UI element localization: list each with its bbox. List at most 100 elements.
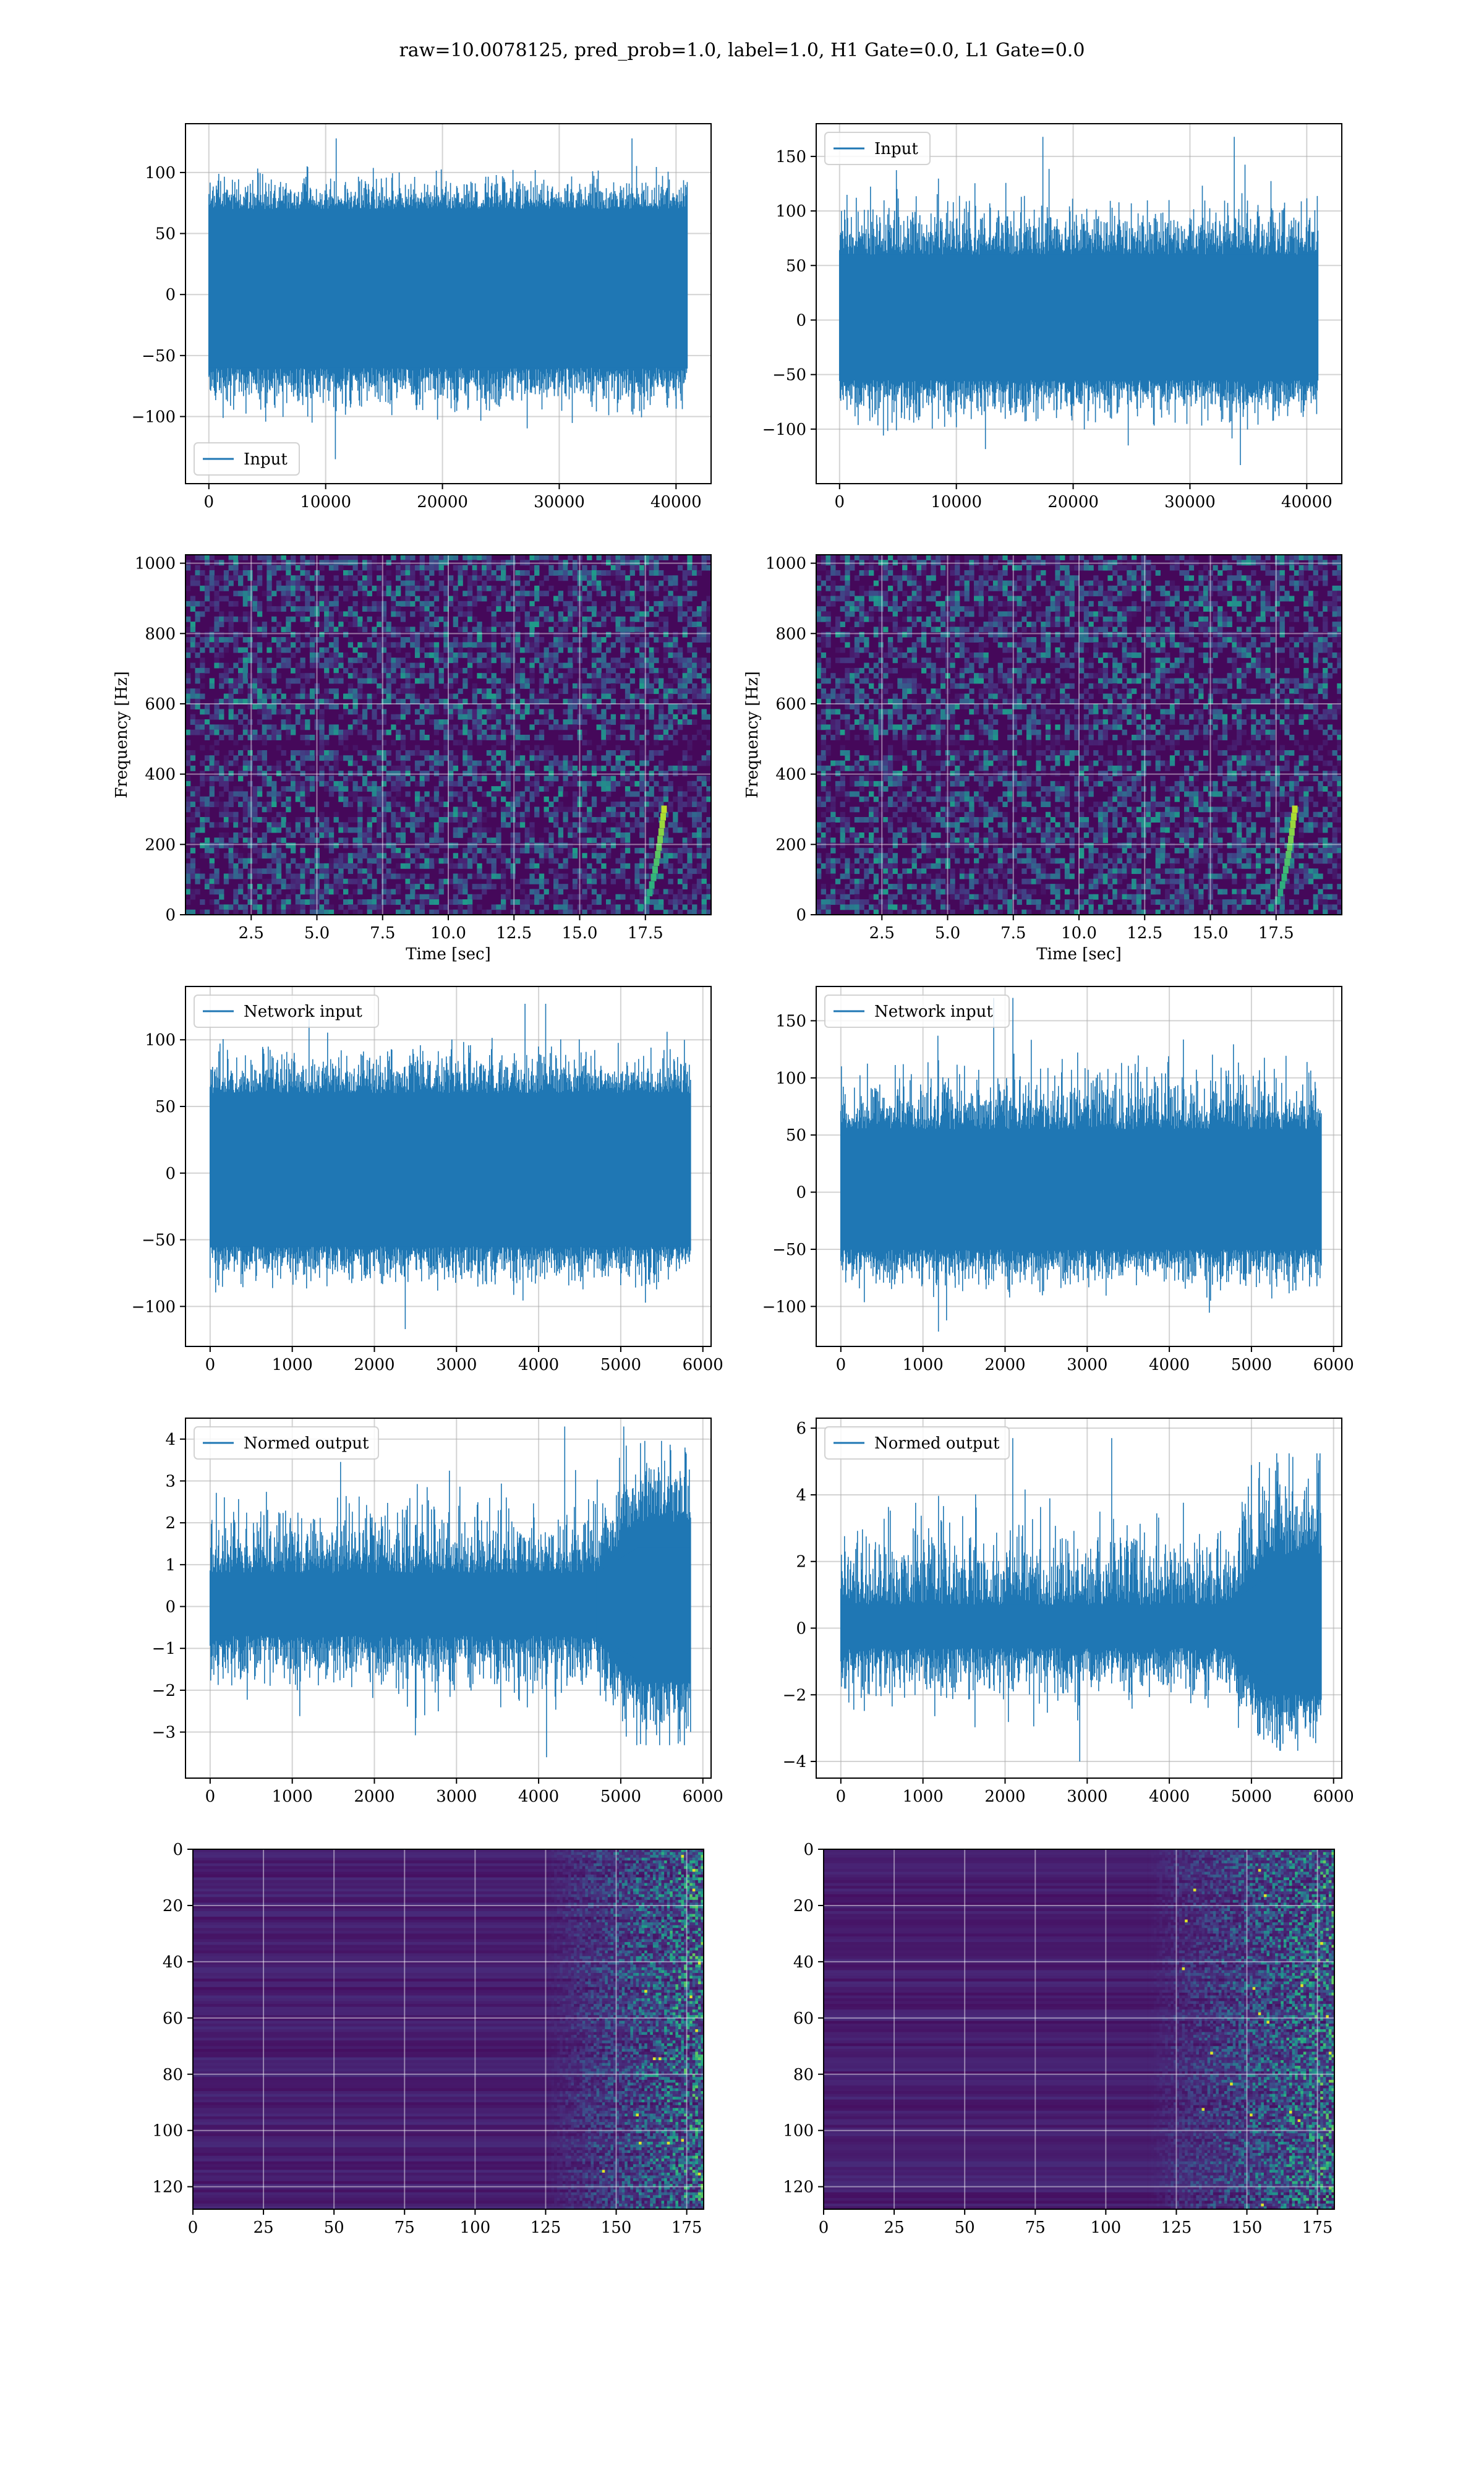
heatmap-cell: [224, 812, 229, 818]
heatmap-cell: [821, 745, 826, 751]
heatmap-cell: [477, 575, 482, 581]
heatmap-cell: [582, 596, 587, 602]
heatmap-cell: [377, 642, 382, 648]
heatmap-cell: [859, 678, 864, 684]
heatmap-cell: [668, 693, 673, 699]
heatmap-cell: [587, 555, 592, 560]
heatmap-cell: [558, 688, 563, 694]
heatmap-cell: [529, 843, 534, 849]
heatmap-cell: [243, 817, 248, 823]
heatmap-cell: [692, 735, 697, 740]
heatmap-cell: [634, 611, 639, 617]
heatmap-cell: [200, 797, 205, 802]
heatmap-cell: [224, 873, 229, 879]
heatmap-cell: [401, 832, 406, 838]
heatmap-cell: [286, 622, 291, 627]
heatmap-cell: [386, 802, 391, 807]
heatmap-cell: [553, 873, 558, 879]
heatmap-cell: [424, 581, 429, 586]
heatmap-cell: [343, 627, 348, 632]
heatmap-cell: [377, 868, 382, 874]
heatmap-cell: [338, 822, 343, 828]
heatmap-cell: [620, 575, 625, 581]
heatmap-cell: [348, 683, 353, 689]
heatmap-cell: [539, 622, 544, 627]
heatmap-cell: [362, 678, 367, 684]
heatmap-cell: [888, 637, 893, 643]
heatmap-cell: [329, 863, 334, 869]
heatmap-cell: [257, 868, 262, 874]
heatmap-cell: [529, 575, 534, 581]
heatmap-cell: [874, 652, 879, 658]
heatmap-cell: [492, 575, 497, 581]
heatmap-cell: [615, 575, 620, 581]
heatmap-cell: [859, 848, 864, 853]
heatmap-cell: [816, 648, 821, 653]
heatmap-cell: [683, 873, 688, 879]
heatmap-cell: [291, 873, 296, 879]
heatmap-cell: [424, 853, 429, 858]
heatmap-cell: [492, 693, 497, 699]
heatmap-cell: [424, 606, 429, 612]
heatmap-cell: [501, 565, 506, 571]
heatmap-cell: [597, 637, 602, 643]
heatmap-cell: [835, 622, 840, 627]
heatmap-cell: [296, 781, 301, 787]
heatmap-cell: [639, 848, 644, 853]
heatmap-cell: [668, 714, 673, 720]
heatmap-cell: [835, 632, 840, 638]
heatmap-cell: [252, 806, 257, 812]
heatmap-cell: [267, 904, 271, 910]
heatmap-cell: [362, 797, 367, 802]
heatmap-cell: [357, 899, 362, 905]
heatmap-cell: [601, 735, 606, 740]
heatmap-cell: [587, 704, 592, 709]
heatmap-cell: [548, 766, 553, 771]
heatmap-cell: [396, 627, 401, 632]
heatmap-cell: [291, 879, 296, 884]
heatmap-cell: [472, 709, 477, 714]
heatmap-cell: [539, 879, 544, 884]
heatmap-cell: [888, 868, 893, 874]
heatmap-cell: [305, 873, 310, 879]
heatmap-cell: [558, 591, 563, 596]
heatmap-cell: [463, 812, 467, 818]
heatmap-cell: [396, 673, 401, 678]
heatmap-cell: [573, 853, 578, 858]
heatmap-cell: [458, 832, 463, 838]
heatmap-cell: [501, 899, 506, 905]
heatmap-cell: [825, 709, 830, 714]
heatmap-cell: [510, 745, 515, 751]
heatmap-cell: [267, 596, 271, 602]
heatmap-cell: [687, 709, 692, 714]
heatmap-cell: [233, 591, 238, 596]
heatmap-cell: [453, 668, 458, 674]
heatmap-cell: [893, 606, 898, 612]
heatmap-cell: [338, 884, 343, 889]
heatmap-cell: [539, 663, 544, 669]
heatmap-cell: [821, 719, 826, 725]
heatmap-cell: [649, 806, 654, 812]
heatmap-cell: [630, 622, 635, 627]
heatmap-cell: [668, 735, 673, 740]
heatmap-cell: [888, 822, 893, 828]
heatmap-cell: [271, 673, 276, 678]
heatmap-cell: [492, 678, 497, 684]
heatmap-cell: [224, 668, 229, 674]
heatmap-cell: [391, 828, 396, 833]
heatmap-cell: [190, 843, 195, 849]
heatmap-cell: [477, 565, 482, 571]
heatmap-cell: [334, 606, 339, 612]
heatmap-cell: [864, 693, 869, 699]
heatmap-cell: [343, 843, 348, 849]
heatmap-cell: [286, 591, 291, 596]
heatmap-cell: [601, 581, 606, 586]
heatmap-cell: [247, 704, 252, 709]
heatmap-cell: [229, 858, 234, 864]
heatmap-cell: [267, 581, 271, 586]
heatmap-cell: [563, 904, 568, 910]
heatmap-cell: [678, 853, 683, 858]
heatmap-cell: [186, 873, 190, 879]
heatmap-cell: [888, 848, 893, 853]
heatmap-cell: [525, 832, 530, 838]
